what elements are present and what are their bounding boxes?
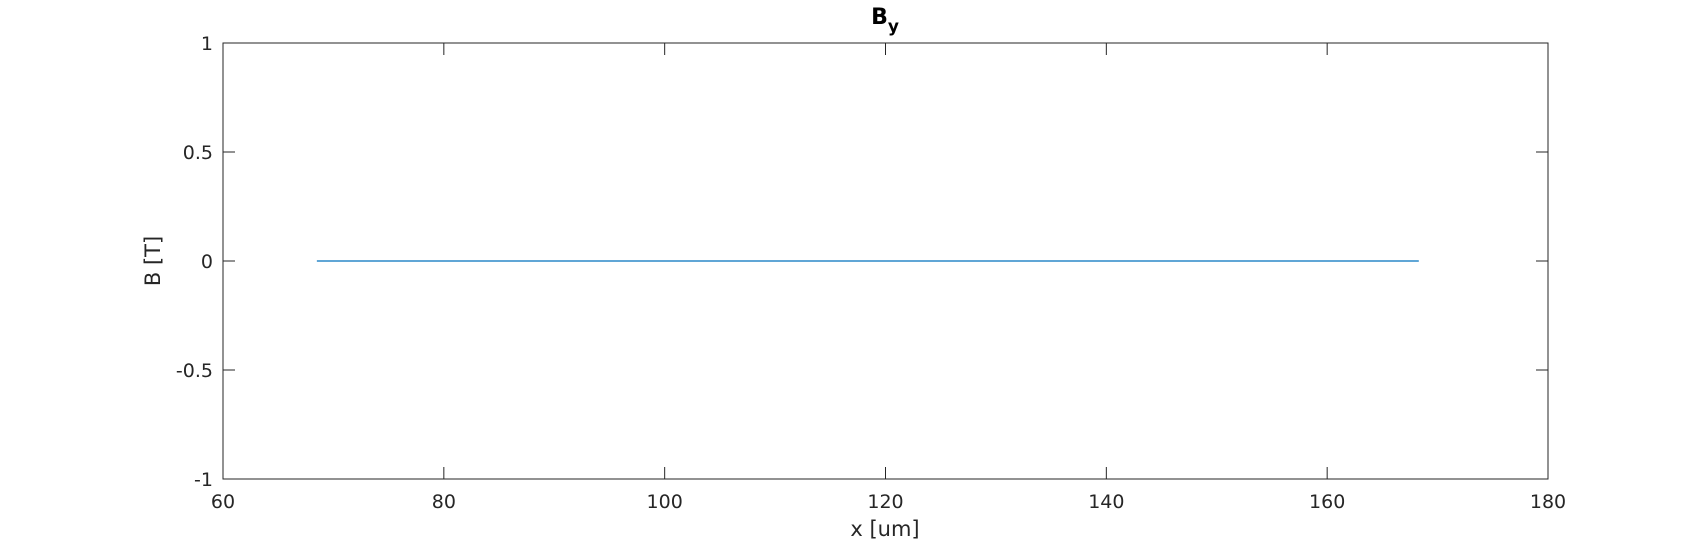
chart-title: By: [871, 5, 899, 37]
x-tick-label: 60: [211, 491, 235, 513]
x-axis-label: x [um]: [850, 517, 919, 541]
chart-title-main: B: [871, 5, 888, 30]
y-tick-label: 0: [201, 251, 213, 273]
x-tick-label: 160: [1309, 491, 1345, 513]
x-tick-labels: 60 80 100 120 140 160 180: [211, 491, 1566, 513]
ticks-layer: [222, 42, 1549, 480]
y-tick-labels: -1 -0.5 0 0.5 1: [176, 33, 213, 491]
y-tick-label: -1: [194, 469, 213, 491]
y-tick-label: -0.5: [176, 360, 213, 382]
y-tick-label: 1: [201, 33, 213, 55]
x-tick-label: 80: [432, 491, 456, 513]
x-tick-label: 140: [1088, 491, 1124, 513]
x-tick-label: 180: [1530, 491, 1566, 513]
y-axis-label: B [T]: [141, 236, 165, 286]
y-tick-label: 0.5: [183, 142, 213, 164]
x-tick-label: 120: [867, 491, 903, 513]
x-tick-label: 100: [647, 491, 683, 513]
chart-title-subscript: y: [888, 17, 899, 37]
